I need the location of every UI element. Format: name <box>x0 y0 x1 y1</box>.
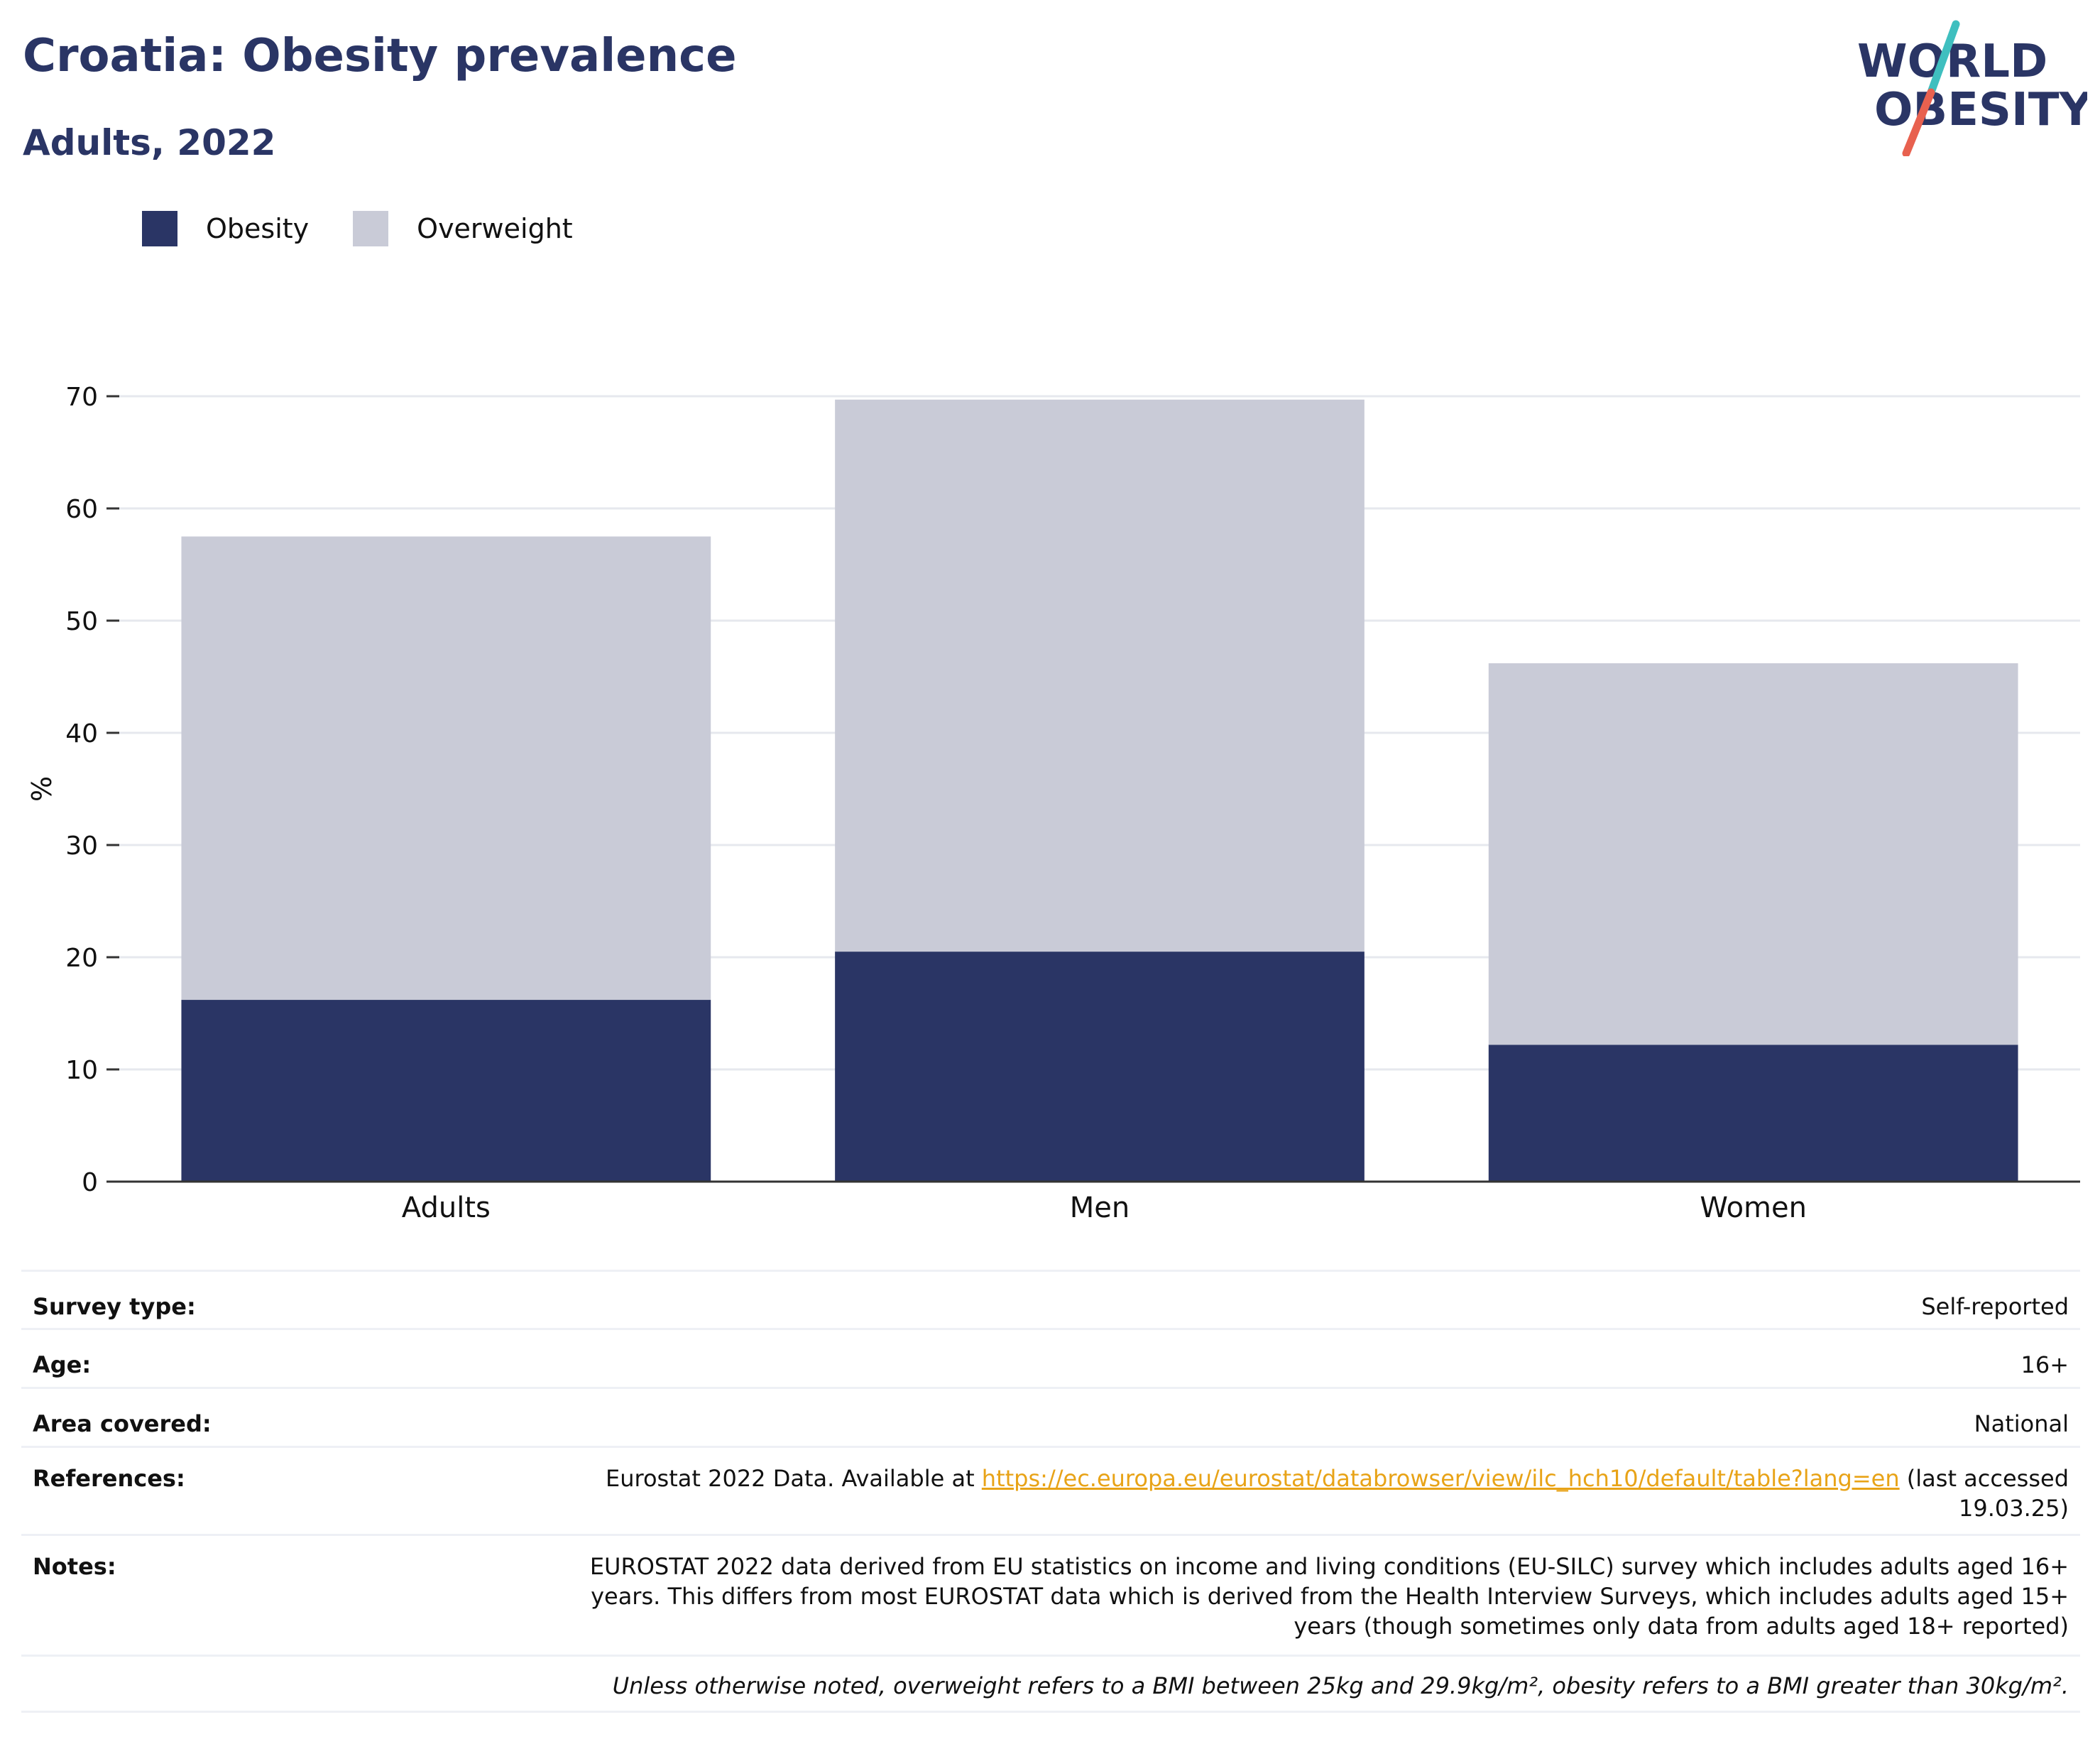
y-tick-label: 60 <box>65 495 98 524</box>
bmi-definition-note: Unless otherwise noted, overweight refer… <box>612 1672 2069 1699</box>
survey-type-label: Survey type: <box>33 1293 196 1320</box>
age-label: Age: <box>33 1351 92 1378</box>
legend-label-obesity: Obesity <box>206 213 310 244</box>
y-tick-label: 50 <box>65 607 98 636</box>
axes: 0 10 20 30 40 50 60 70% Adults Men Women <box>26 383 2080 1224</box>
world-obesity-logo: WORLD OBESITY <box>1857 20 2087 156</box>
x-tick-label: Men <box>1070 1192 1130 1224</box>
references-link[interactable]: https://ec.europa.eu/eurostat/databrowse… <box>981 1465 1900 1492</box>
x-tick-label: Adults <box>402 1192 491 1224</box>
area-row: Area covered: National <box>21 1387 2080 1446</box>
area-value: National <box>1974 1410 2069 1437</box>
survey-type-row: Survey type: Self-reported <box>21 1270 2080 1328</box>
page-subtitle: Adults, 2022 <box>23 122 276 163</box>
page-title: Croatia: Obesity prevalence <box>23 30 737 82</box>
logo-slash-bottom <box>1902 88 1935 156</box>
legend-item-obesity[interactable]: Obesity <box>142 211 309 246</box>
age-value: 16+ <box>2020 1351 2069 1378</box>
y-tick-label: 20 <box>65 944 98 973</box>
references-prefix: Eurostat 2022 Data. Available at <box>606 1465 982 1492</box>
y-tick-label: 10 <box>65 1056 98 1085</box>
bar-obesity-women[interactable] <box>1488 1045 2018 1182</box>
legend-label-overweight: Overweight <box>417 213 573 244</box>
y-tick-label: 0 <box>82 1168 98 1197</box>
references-label: References: <box>33 1465 185 1492</box>
survey-type-value: Self-reported <box>1921 1293 2069 1320</box>
y-tick-label: 40 <box>65 719 98 748</box>
logo-slash-top <box>1927 20 1960 97</box>
chart-legend: Obesity Overweight <box>142 209 617 249</box>
references-row: References: Eurostat 2022 Data. Availabl… <box>21 1446 2080 1534</box>
references-suffix: (last accessed 19.03.25) <box>1899 1465 2069 1522</box>
area-label: Area covered: <box>33 1410 212 1437</box>
bars <box>181 399 2018 1182</box>
notes-label: Notes: <box>33 1553 116 1580</box>
notes-value: EUROSTAT 2022 data derived from EU stati… <box>589 1553 2069 1640</box>
legend-swatch-obesity <box>142 211 177 246</box>
notes-row: Notes: EUROSTAT 2022 data derived from E… <box>21 1534 2080 1655</box>
legend-swatch-overweight <box>353 211 389 246</box>
bar-overweight-men[interactable] <box>835 399 1365 952</box>
bar-obesity-adults[interactable] <box>181 1000 711 1182</box>
survey-info-table: Survey type: Self-reported Age: 16+ Area… <box>21 1270 2080 1713</box>
bar-overweight-women[interactable] <box>1488 663 2018 1045</box>
age-row: Age: 16+ <box>21 1328 2080 1387</box>
stacked-bar-chart: 0 10 20 30 40 50 60 70% Adults Men Women <box>26 383 2080 1224</box>
logo-line-obesity: OBESITY <box>1874 84 2087 136</box>
bar-overweight-adults[interactable] <box>181 536 711 1001</box>
y-tick-label: 30 <box>65 832 98 861</box>
bmi-note-row: Unless otherwise noted, overweight refer… <box>21 1655 2080 1713</box>
references-value: Eurostat 2022 Data. Available at https:/… <box>535 1464 2069 1523</box>
x-tick-label: Women <box>1700 1192 1807 1224</box>
bar-obesity-men[interactable] <box>835 952 1365 1182</box>
legend-item-overweight[interactable]: Overweight <box>353 211 573 246</box>
y-axis-label: % <box>26 776 58 802</box>
y-tick-label: 70 <box>65 383 98 412</box>
